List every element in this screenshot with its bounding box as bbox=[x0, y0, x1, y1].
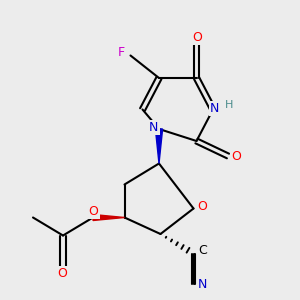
Text: O: O bbox=[192, 31, 202, 44]
Text: O: O bbox=[89, 205, 98, 218]
Text: O: O bbox=[232, 150, 241, 163]
Text: N: N bbox=[149, 121, 158, 134]
Text: O: O bbox=[198, 200, 207, 214]
Polygon shape bbox=[93, 214, 124, 220]
Text: N: N bbox=[210, 102, 219, 115]
Text: N: N bbox=[198, 278, 207, 292]
Text: O: O bbox=[58, 267, 67, 280]
Polygon shape bbox=[155, 129, 163, 164]
Text: H: H bbox=[225, 100, 234, 110]
Text: F: F bbox=[118, 46, 125, 59]
Text: C: C bbox=[198, 244, 207, 257]
